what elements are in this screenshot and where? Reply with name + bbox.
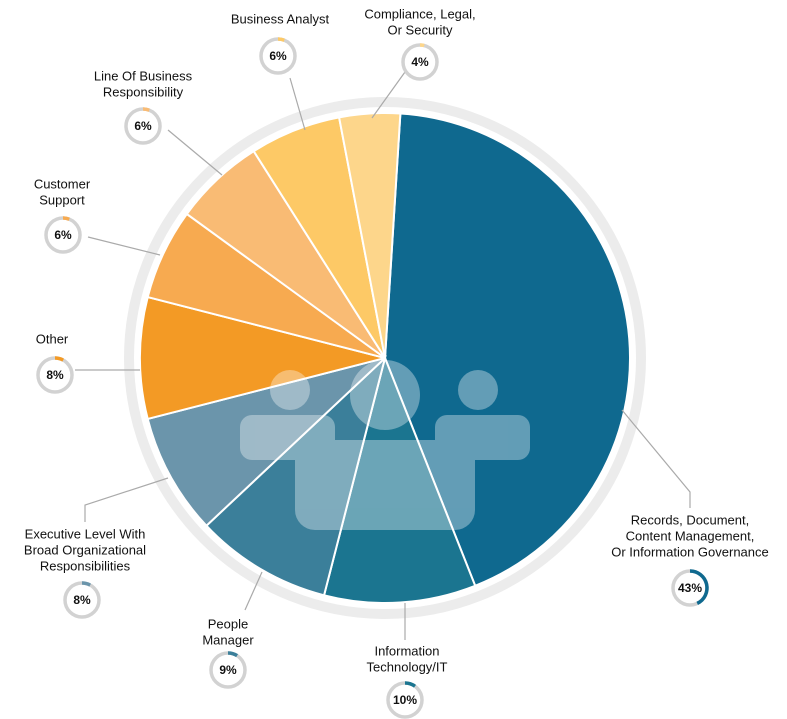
category-label: Or Information Governance <box>611 544 769 559</box>
badge-arc <box>227 651 239 658</box>
labels: Records, Document,Content Management,Or … <box>24 6 769 719</box>
value-label: 9% <box>219 663 237 677</box>
connector <box>84 477 169 522</box>
category-label: Records, Document, <box>631 512 750 527</box>
connector <box>289 77 306 131</box>
category-label: Business Analyst <box>231 11 330 26</box>
connector <box>621 409 691 508</box>
pie-slice <box>146 357 386 528</box>
pie-slice <box>204 354 387 597</box>
category-label: Information <box>374 643 439 658</box>
category-label: Responsibility <box>103 84 184 99</box>
badge-arc <box>62 216 70 221</box>
value-label: 8% <box>73 593 91 607</box>
category-label: Responsibilities <box>40 558 131 573</box>
badge-arc <box>689 569 709 605</box>
value-label: 6% <box>269 49 287 63</box>
value-label: 8% <box>46 368 64 382</box>
category-label: Support <box>39 192 85 207</box>
badge-arc <box>142 107 150 112</box>
badge-arc <box>419 43 425 48</box>
category-label: Executive Level With <box>25 526 146 541</box>
badge-arc <box>54 356 65 362</box>
category-label: People <box>208 616 248 631</box>
category-label: Line Of Business <box>94 68 193 83</box>
pie-slice <box>322 354 477 604</box>
category-label: Compliance, Legal, <box>364 6 475 21</box>
connector <box>87 236 161 256</box>
value-label: 43% <box>678 581 702 595</box>
badge-arc <box>404 681 417 688</box>
pie-slice <box>383 112 631 588</box>
slices <box>139 112 631 604</box>
connector <box>371 71 406 119</box>
value-label: 4% <box>411 55 429 69</box>
badge-arc <box>277 37 285 42</box>
category-label: Broad Organizational <box>24 542 146 557</box>
category-label: Or Security <box>387 22 453 37</box>
connector <box>167 129 223 176</box>
value-label: 6% <box>134 119 152 133</box>
category-label: Other <box>36 331 69 346</box>
category-label: Manager <box>202 632 254 647</box>
pie-slice <box>139 295 386 421</box>
pie-slice <box>337 112 402 359</box>
category-label: Content Management, <box>626 528 755 543</box>
badge-arc <box>81 581 92 587</box>
value-label: 6% <box>54 228 72 242</box>
category-label: Technology/IT <box>367 659 448 674</box>
category-label: Customer <box>34 176 91 191</box>
value-label: 10% <box>393 693 417 707</box>
connector <box>244 571 263 611</box>
people-icons <box>240 360 530 530</box>
